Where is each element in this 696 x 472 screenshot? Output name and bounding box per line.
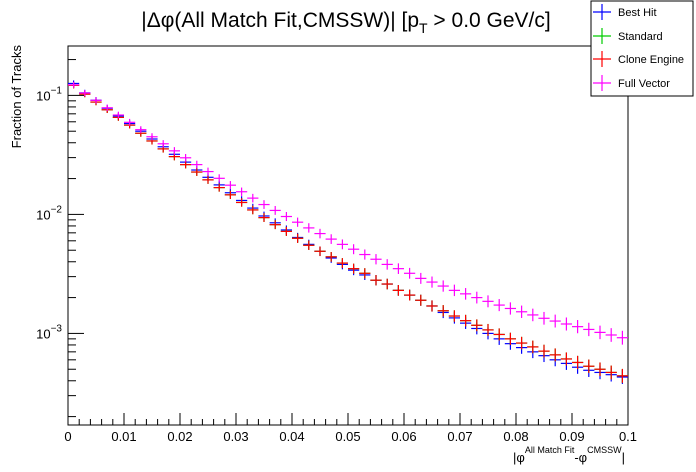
- x-axis-label-sup-a: All Match Fit: [525, 445, 575, 455]
- chart-title-middle: )| [p: [383, 9, 419, 32]
- x-axis-label: |φAll Match Fit-φCMSSW|: [513, 445, 625, 465]
- x-tick-label: 0.02: [167, 429, 192, 444]
- y-tick-exponent: −3: [51, 323, 63, 334]
- chart-title-suffix: > 0.0 GeV/c]: [428, 9, 551, 32]
- legend-entry-best-hit: Best Hit: [593, 4, 657, 20]
- series-layer: [68, 80, 628, 384]
- legend-box: [590, 0, 694, 97]
- y-tick-exponent: −1: [51, 85, 63, 96]
- legend-entry-standard: Standard: [593, 28, 663, 44]
- x-axis-label-sup-b: CMSSW: [587, 445, 622, 455]
- x-tick-label: 0.04: [279, 429, 304, 444]
- x-tick-label: 0.08: [503, 429, 528, 444]
- y-axis-label: Fraction of Tracks: [9, 45, 24, 149]
- chart-title-subscript: T: [419, 20, 428, 36]
- x-tick-label: 0.1: [619, 429, 637, 444]
- axes: 0 0.01 0.02 0.03 0.04 0.05 0.06 0.07 0.08 0.09 0.1…: [36, 45, 637, 444]
- chart-title-prefix: |Δφ(: [141, 9, 181, 32]
- legend-label-full-vector: Full Vector: [618, 78, 670, 90]
- y-tick-exponent: −2: [51, 204, 63, 215]
- legend-label-clone-engine: Clone Engine: [618, 54, 684, 66]
- y-tick-base: 10: [36, 88, 50, 103]
- x-axis-label-dash: -φ: [574, 450, 587, 465]
- x-tick-label: 0.03: [223, 429, 248, 444]
- y-tick-base: 10: [36, 326, 50, 341]
- y-tick-label: 10−3: [36, 323, 62, 341]
- legend: Best Hit Standard Clone Engine Full Vect…: [590, 0, 694, 97]
- legend-label-standard: Standard: [618, 31, 663, 43]
- x-tick-label: 0.05: [335, 429, 360, 444]
- chart-title-match: All Match Fit,CMSSW: [181, 9, 383, 32]
- legend-entry-full-vector: Full Vector: [593, 75, 670, 91]
- y-tick-base: 10: [36, 207, 50, 222]
- x-tick-label: 0.01: [111, 429, 136, 444]
- x-tick-label: 0.06: [391, 429, 416, 444]
- x-tick-label: 0.07: [447, 429, 472, 444]
- y-tick-label: 10−1: [36, 85, 62, 103]
- x-tick-label: 0: [64, 429, 71, 444]
- y-tick-label: 10−2: [36, 204, 62, 222]
- legend-label-best-hit: Best Hit: [618, 7, 657, 19]
- series-full-vector: [68, 81, 628, 345]
- chart-title: |Δφ(All Match Fit,CMSSW)| [pT > 0.0 GeV/…: [141, 9, 550, 36]
- x-axis-label-close: |: [622, 450, 625, 465]
- x-tick-label: 0.09: [559, 429, 584, 444]
- legend-entry-clone-engine: Clone Engine: [593, 51, 684, 67]
- x-axis-label-phi-a: |φ: [513, 450, 525, 465]
